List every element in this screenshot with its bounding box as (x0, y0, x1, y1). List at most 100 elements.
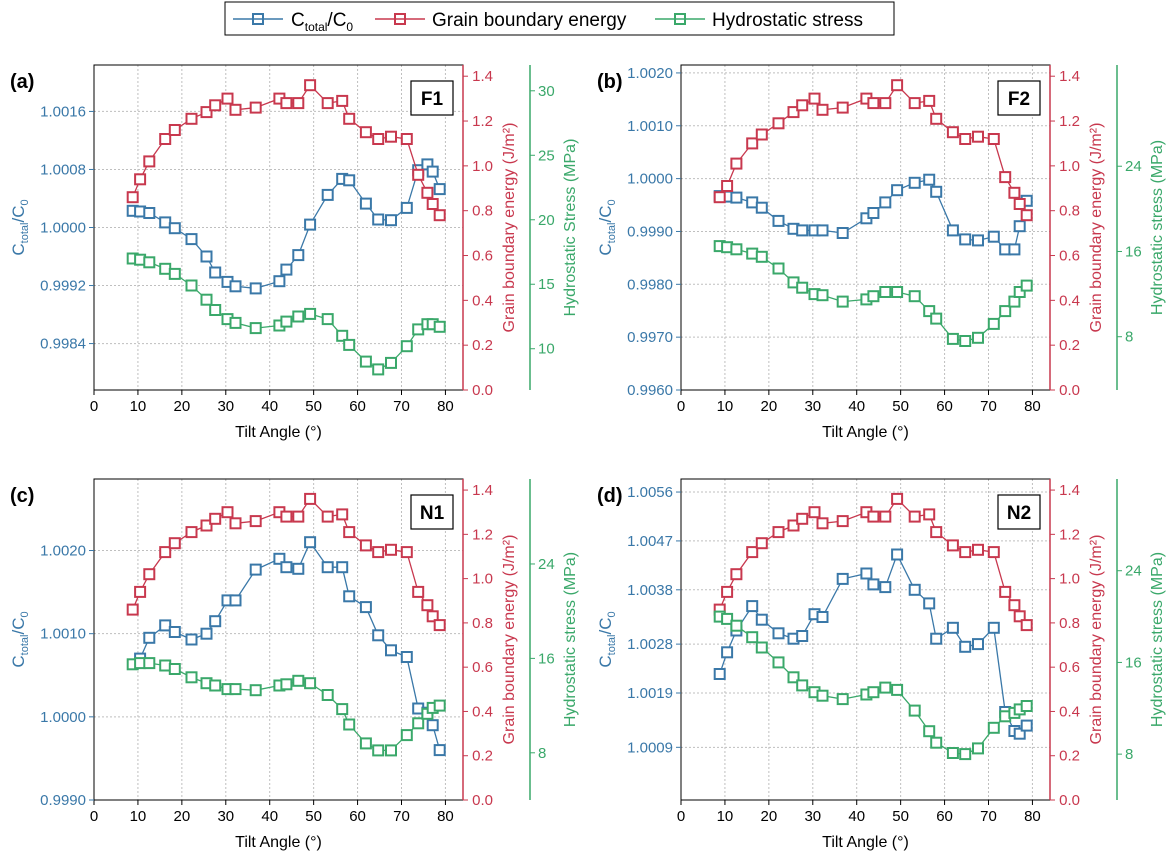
legend-label-ctotal: Ctotal/C0 (291, 10, 353, 34)
data-point (1008, 186, 1021, 199)
y-right2-axis-label: Hydrostatic stress (MPa) (562, 552, 579, 727)
x-tick-label: 40 (261, 808, 278, 825)
data-point (787, 671, 800, 684)
data-point (1020, 700, 1033, 712)
x-tick-label: 60 (936, 808, 953, 825)
data-point (808, 506, 821, 519)
data-point (385, 356, 397, 369)
data-point (972, 742, 984, 755)
data-point (249, 282, 262, 295)
data-point (343, 526, 356, 539)
y-left-label-main: C (596, 655, 615, 667)
y-left-label-sub2: 0 (606, 611, 618, 617)
data-point (755, 641, 768, 654)
data-point (772, 627, 785, 640)
data-point (126, 603, 139, 616)
data-point (143, 207, 156, 219)
y-right2-axis-label: Hydrostatic stress (MPa) (1149, 552, 1166, 727)
data-point (168, 222, 181, 235)
data-point (908, 176, 921, 189)
y-left-tick-label: 0.9992 (40, 278, 86, 295)
data-point (1020, 279, 1033, 292)
y-right1-tick-label: 0.8 (1059, 203, 1080, 220)
data-point (359, 737, 372, 750)
data-point (755, 128, 768, 141)
data-point (280, 561, 293, 574)
data-point (787, 106, 800, 119)
data-point (796, 679, 809, 692)
panel-tag: F1 (421, 89, 444, 110)
x-tick-label: 20 (174, 398, 191, 415)
data-point (908, 510, 921, 523)
y-right2-tick-label: 8 (1125, 329, 1133, 346)
data-point (292, 97, 305, 110)
y-right2-axis-label: Hydrostatic Stress (MPa) (562, 139, 579, 317)
data-point (185, 112, 198, 125)
data-point (229, 683, 242, 696)
data-point (280, 315, 293, 328)
data-point (972, 543, 984, 556)
data-point (372, 546, 385, 559)
y-right1-tick-label: 0.8 (1059, 615, 1080, 632)
x-tick-label: 10 (130, 808, 147, 825)
data-point (292, 249, 305, 262)
data-point (730, 568, 743, 581)
legend-label-stress: Hydrostatic stress (712, 10, 863, 31)
data-point (426, 719, 439, 732)
data-point (280, 678, 293, 691)
x-tick-label: 80 (1024, 398, 1041, 415)
data-point (412, 717, 425, 730)
x-tick-label: 50 (892, 808, 909, 825)
data-point (304, 218, 317, 231)
data-point (134, 173, 147, 186)
y-right1-tick-label: 0.0 (472, 382, 493, 399)
y-left-label-sub: total (606, 223, 618, 244)
data-point (273, 275, 286, 288)
data-point (159, 262, 172, 275)
data-point (209, 99, 222, 112)
y-right2-tick-label: 10 (538, 341, 555, 358)
y-left-label-mid: /C (9, 618, 28, 635)
data-point (359, 197, 372, 210)
y-right2-tick-label: 8 (1125, 746, 1133, 763)
data-point (343, 112, 356, 125)
data-point (923, 94, 936, 107)
x-tick-label: 30 (804, 398, 821, 415)
data-point (372, 213, 385, 226)
data-point (959, 233, 972, 246)
y-left-tick-label: 1.0047 (627, 533, 673, 550)
panel-tag: F2 (1008, 89, 1030, 110)
x-tick-label: 40 (848, 398, 865, 415)
data-point (1008, 295, 1021, 308)
y-right1-axis-label: Grain boundary energy (J/m²) (501, 535, 518, 745)
y-right1-tick-label: 0.0 (1059, 382, 1080, 399)
y-right2-tick-label: 25 (538, 147, 555, 164)
data-point (987, 721, 1000, 734)
data-point (772, 117, 785, 130)
data-point (836, 693, 849, 706)
panel-tag: N1 (420, 503, 445, 524)
y-left-tick-label: 0.9990 (40, 792, 86, 809)
data-point (343, 338, 356, 351)
y-right2-tick-label: 24 (1125, 158, 1142, 175)
panel-tag-box (997, 80, 1041, 116)
data-point (143, 657, 156, 670)
y-left-tick-label: 1.0008 (40, 161, 86, 178)
y-right1-tick-label: 1.2 (472, 113, 493, 130)
data-point (730, 191, 743, 204)
data-point (426, 165, 439, 178)
data-point (412, 168, 425, 181)
data-point (923, 305, 936, 318)
y-left-tick-label: 1.0056 (627, 484, 673, 501)
y-right1-tick-label: 0.4 (472, 703, 493, 720)
y-right1-tick-label: 0.6 (472, 659, 493, 676)
data-point (908, 583, 921, 596)
x-tick-label: 30 (217, 398, 234, 415)
data-point (867, 578, 880, 591)
data-point (891, 683, 904, 696)
y-right1-tick-label: 1.0 (472, 158, 493, 175)
data-point (796, 512, 809, 525)
data-point (321, 97, 334, 110)
y-left-axis-label: Ctotal/C0 (596, 199, 618, 255)
